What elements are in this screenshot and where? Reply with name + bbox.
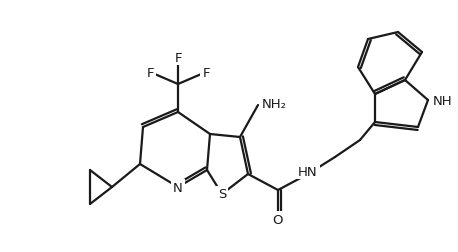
Text: NH₂: NH₂	[262, 97, 287, 110]
Text: N: N	[173, 181, 183, 194]
Text: F: F	[174, 51, 182, 64]
Text: O: O	[273, 213, 283, 226]
Text: S: S	[218, 188, 226, 201]
Text: NH: NH	[433, 94, 453, 107]
Text: HN: HN	[298, 165, 318, 178]
Text: F: F	[146, 66, 154, 79]
Text: F: F	[202, 66, 210, 79]
